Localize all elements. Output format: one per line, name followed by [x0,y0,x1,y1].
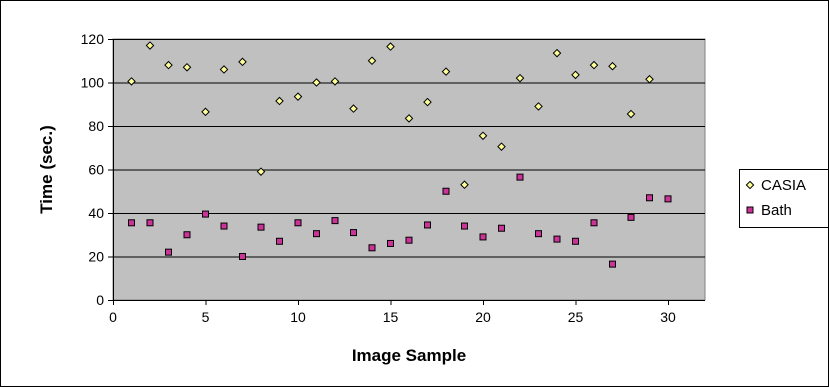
legend: CASIA Bath [739,169,829,228]
y-tick-label: 120 [81,31,105,47]
data-point [367,56,377,66]
data-point [571,70,580,80]
data-point [312,78,321,87]
data-point [386,42,395,51]
data-point [590,219,598,227]
x-axis-title: Image Sample [352,346,466,365]
legend-box [739,169,829,228]
data-points [127,41,672,268]
data-point [330,77,340,86]
legend-marker [746,206,754,214]
series-casia [127,41,654,190]
y-tick-label: 80 [88,118,104,134]
data-point [257,223,265,231]
data-point [127,77,136,86]
data-point [293,92,303,101]
data-point [256,167,266,176]
x-tick-label: 5 [202,309,210,325]
data-point [349,104,358,113]
data-point [424,221,431,229]
data-point [164,60,173,70]
y-tick-label: 100 [81,75,105,91]
data-point [276,237,283,245]
data-point [646,194,653,202]
data-point [627,213,635,221]
data-point [313,230,320,238]
data-point [350,229,357,237]
data-point [387,239,394,247]
data-point [515,73,525,83]
data-point [626,109,636,119]
gridlines [113,39,705,258]
data-point [239,253,246,260]
data-point [553,235,561,243]
data-point [145,41,155,50]
data-point [219,65,229,74]
data-point [201,107,210,117]
x-tick-label: 25 [568,309,584,325]
data-point [404,114,414,123]
data-point [202,210,209,218]
data-point [294,219,302,227]
data-point [146,219,154,227]
data-point [460,180,469,190]
data-point [442,187,450,195]
data-point [461,222,468,230]
data-point [331,217,339,225]
x-tick-labels: 0 5 10 15 20 25 30 [109,309,676,325]
data-point [479,233,487,241]
x-tick-label: 30 [660,309,676,325]
data-point [183,231,191,239]
data-point [664,195,672,203]
data-point [368,244,376,252]
data-point [534,102,543,111]
x-tick-label: 15 [383,309,399,325]
y-tick-label: 20 [88,249,104,265]
y-tick-label: 60 [88,162,104,178]
data-point [220,222,228,230]
legend-marker [745,180,755,190]
data-point [589,60,599,70]
data-point [497,142,506,151]
data-point [645,74,654,84]
data-point [535,230,542,238]
data-point [238,57,247,67]
x-tick-label: 10 [290,309,306,325]
data-point [498,224,505,232]
data-point [128,219,135,227]
data-point [609,260,616,268]
data-point [572,237,579,245]
y-axis-title: Time (sec.) [37,125,56,214]
data-point [516,173,524,181]
y-tick-labels: 0 20 40 60 80 100 120 [81,31,105,308]
data-point [182,62,192,72]
y-tick-label: 40 [88,205,104,221]
y-tick-label: 0 [96,292,104,308]
data-point [165,248,172,256]
x-tick-label: 20 [475,309,491,325]
data-point [275,96,284,106]
legend-label: CASIA [761,177,806,194]
series-bath [128,173,672,268]
legend-label: Bath [761,202,792,219]
axes [108,39,705,305]
data-point [608,61,617,71]
data-point [552,48,562,58]
data-point [423,97,432,107]
data-point [441,67,451,76]
data-point [478,131,488,141]
x-tick-label: 0 [109,309,117,325]
data-point [405,236,413,244]
